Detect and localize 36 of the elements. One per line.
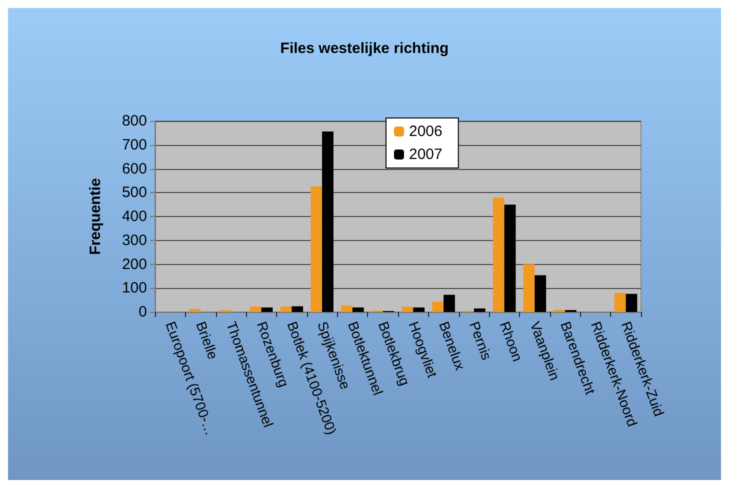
y-tick-label: 200 (122, 256, 147, 273)
bar (189, 308, 201, 312)
x-tick-label: Rhoon (496, 319, 526, 364)
bar (280, 306, 292, 312)
bar (292, 306, 304, 312)
y-axis-title: Frequentie (87, 178, 104, 255)
bar (474, 308, 486, 312)
bar (614, 292, 626, 312)
legend-label: 2006 (409, 123, 442, 140)
bar (261, 307, 273, 312)
legend-label: 2007 (409, 146, 442, 163)
bar (402, 306, 414, 312)
bar (534, 275, 546, 312)
chart-title: Files westelijke richting (280, 40, 449, 57)
bar (626, 294, 638, 312)
bar (432, 302, 444, 312)
bar (250, 306, 262, 312)
y-tick-label: 300 (122, 232, 147, 249)
bar (310, 186, 322, 312)
bar (322, 132, 334, 312)
x-tick-label: Pernis (466, 319, 496, 362)
bar (504, 204, 516, 312)
y-tick-label: 500 (122, 184, 147, 202)
y-tick-label: 800 (122, 112, 147, 130)
y-tick-label: 600 (122, 160, 147, 178)
bar (492, 198, 504, 312)
bar (444, 294, 455, 312)
bar (341, 306, 352, 312)
y-tick-label: 100 (122, 280, 147, 297)
y-tick-label: 700 (122, 136, 147, 154)
x-tick-label: Brielle (193, 319, 222, 362)
y-tick-label: 0 (138, 304, 147, 320)
bar (352, 307, 364, 312)
y-tick-label: 400 (122, 208, 147, 225)
bar (523, 264, 535, 312)
bar (413, 307, 425, 312)
